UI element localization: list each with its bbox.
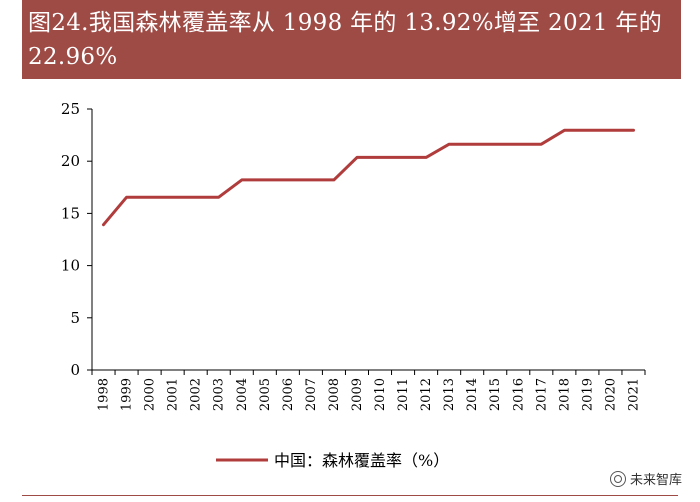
x-tick-label: 2006 bbox=[281, 378, 296, 411]
data-point bbox=[632, 129, 635, 132]
x-tick-label: 2014 bbox=[465, 378, 480, 411]
x-tick-label: 2009 bbox=[350, 378, 365, 411]
data-point bbox=[148, 196, 151, 199]
y-tick-label: 20 bbox=[61, 152, 80, 170]
data-point bbox=[263, 178, 266, 181]
watermark: 未来智库 bbox=[609, 469, 682, 488]
x-tick-label: 2004 bbox=[235, 378, 250, 411]
data-point bbox=[125, 196, 128, 199]
x-tick-label: 2010 bbox=[373, 378, 388, 411]
data-point bbox=[102, 223, 105, 226]
data-point bbox=[540, 143, 543, 146]
data-point bbox=[171, 196, 174, 199]
legend-label: 中国：森林覆盖率（%） bbox=[274, 451, 449, 470]
x-tick-label: 2020 bbox=[603, 378, 618, 411]
data-point bbox=[332, 178, 335, 181]
x-tick-label: 2000 bbox=[143, 378, 158, 411]
x-tick-label: 2011 bbox=[396, 378, 411, 411]
data-point bbox=[471, 143, 474, 146]
x-tick-label: 2019 bbox=[580, 378, 595, 411]
y-tick-label: 15 bbox=[61, 204, 80, 222]
bottom-rule bbox=[22, 495, 678, 496]
data-point bbox=[402, 156, 405, 159]
data-point bbox=[425, 156, 428, 159]
x-tick-label: 2007 bbox=[304, 378, 319, 411]
wechat-icon bbox=[609, 470, 626, 487]
x-tick-label: 2018 bbox=[557, 378, 572, 411]
series-line bbox=[102, 128, 635, 227]
data-point bbox=[355, 156, 358, 159]
watermark-text: 未来智库 bbox=[629, 473, 682, 488]
data-point bbox=[379, 156, 382, 159]
x-tick-label: 2016 bbox=[511, 378, 526, 411]
data-point bbox=[217, 196, 220, 199]
x-tick-label: 1999 bbox=[120, 378, 135, 411]
data-point bbox=[563, 129, 566, 132]
data-point bbox=[586, 129, 589, 132]
data-point bbox=[517, 143, 520, 146]
title-bar bbox=[22, 0, 681, 79]
data-point bbox=[240, 178, 243, 181]
x-tick-label: 2001 bbox=[166, 378, 181, 411]
data-point bbox=[494, 143, 497, 146]
x-tick-label: 2012 bbox=[419, 378, 434, 411]
y-tick-label: 5 bbox=[70, 309, 80, 327]
x-tick-label: 2017 bbox=[534, 378, 549, 411]
y-tick-label: 10 bbox=[61, 257, 80, 275]
x-tick-label: 2005 bbox=[258, 378, 273, 411]
x-tick-label: 2008 bbox=[327, 378, 342, 411]
x-tick-label: 2021 bbox=[626, 378, 641, 411]
x-tick-label: 2013 bbox=[442, 378, 457, 411]
y-tick-label: 0 bbox=[70, 361, 80, 379]
data-point bbox=[194, 196, 197, 199]
x-tick-label: 1998 bbox=[97, 378, 112, 411]
data-point bbox=[448, 143, 451, 146]
data-point bbox=[309, 178, 312, 181]
data-point bbox=[609, 129, 612, 132]
x-tick-label: 2015 bbox=[488, 378, 503, 411]
x-tick-label: 2002 bbox=[189, 378, 204, 411]
y-tick-label: 25 bbox=[61, 100, 80, 118]
page-title: 图24.我国森林覆盖率从 1998 年的 13.92%增至 2021 年的 22… bbox=[28, 10, 662, 70]
x-tick-label: 2003 bbox=[212, 378, 227, 411]
data-point bbox=[286, 178, 289, 181]
